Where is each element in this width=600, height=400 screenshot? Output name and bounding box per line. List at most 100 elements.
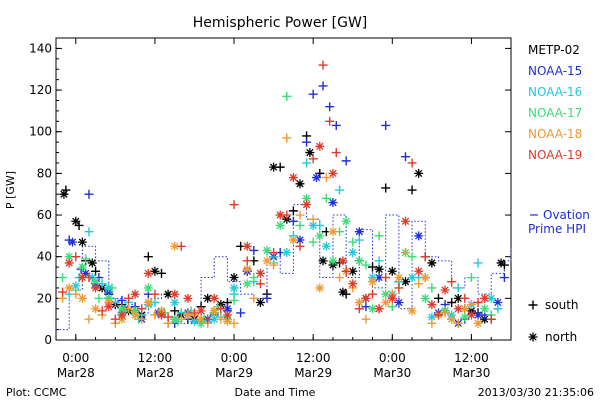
noaa-19-north-point — [255, 268, 265, 278]
metp-02-north-point — [150, 266, 160, 276]
noaa-17-north-point — [460, 312, 470, 322]
metp-02-north-point — [77, 237, 87, 247]
noaa-18-north-point — [447, 314, 457, 324]
metp-02-south-point — [91, 266, 101, 276]
noaa-19-north-point — [64, 258, 74, 268]
plot-timestamp: 2013/03/30 21:35:06 — [478, 386, 594, 399]
metp-02-north-point — [400, 277, 410, 287]
noaa-15-north-point — [311, 173, 321, 183]
x-tick-time-label: 0:00 — [62, 351, 89, 365]
metp-02-south-point — [381, 183, 391, 193]
noaa-17-north-point — [354, 256, 364, 266]
noaa-17-north-point — [302, 193, 312, 203]
metp-02-north-point — [87, 258, 97, 268]
noaa-19-south-point — [381, 273, 391, 283]
noaa-19-south-point — [331, 148, 341, 158]
noaa-16-south-point — [84, 227, 94, 237]
noaa-19-north-point — [440, 285, 450, 295]
noaa-19-north-point — [466, 310, 476, 320]
legend-label-metp-02: METP-02 — [528, 43, 580, 57]
noaa-19-south-point — [295, 241, 305, 251]
noaa-19-north-point — [275, 210, 285, 220]
y-tick-label: 140 — [29, 41, 52, 55]
noaa-18-south-point — [466, 300, 476, 310]
noaa-18-north-point — [183, 310, 193, 320]
noaa-19-north-point — [130, 289, 140, 299]
noaa-19-south-point — [354, 304, 364, 314]
noaa-16-south-point — [453, 283, 463, 293]
noaa-19-north-point — [414, 266, 424, 276]
metp-02-north-point — [348, 266, 358, 276]
noaa-16-south-point — [493, 304, 503, 314]
noaa-17-north-point — [64, 252, 74, 262]
noaa-15-north-point — [222, 304, 232, 314]
noaa-18-south-point — [335, 273, 345, 283]
noaa-18-south-point — [295, 210, 305, 220]
x-tick-time-label: 0:00 — [221, 351, 248, 365]
noaa-18-north-point — [242, 264, 252, 274]
noaa-16-south-point — [354, 235, 364, 245]
noaa-15-south-point — [318, 81, 328, 91]
legend-label-noaa-17: NOAA-17 — [528, 106, 582, 120]
noaa-19-north-point — [91, 283, 101, 293]
metp-02-south-point — [447, 298, 457, 308]
noaa-15-south-point — [400, 152, 410, 162]
noaa-18-south-point — [440, 308, 450, 318]
noaa-19-south-point — [473, 298, 483, 308]
noaa-19-south-point — [216, 304, 226, 314]
noaa-17-south-point — [348, 237, 358, 247]
metp-02-north-point — [496, 258, 506, 268]
noaa-19-north-point — [170, 289, 180, 299]
noaa-18-south-point — [308, 214, 318, 224]
noaa-19-south-point — [163, 312, 173, 322]
metp-02-north-point — [203, 293, 213, 303]
noaa-19-north-point — [242, 241, 252, 251]
noaa-19-north-point — [387, 293, 397, 303]
noaa-18-north-point — [381, 298, 391, 308]
noaa-19-south-point — [325, 116, 335, 126]
legend-label-noaa-15: NOAA-15 — [528, 64, 582, 78]
noaa-19-north-point — [348, 279, 358, 289]
noaa-19-south-point — [368, 289, 378, 299]
noaa-18-north-point — [262, 256, 272, 266]
noaa-18-south-point — [176, 314, 186, 324]
noaa-18-north-point — [170, 241, 180, 251]
noaa-15-north-point — [81, 268, 91, 278]
noaa-19-north-point — [338, 256, 348, 266]
noaa-15-north-point — [354, 227, 364, 237]
noaa-16-north-point — [209, 314, 219, 324]
noaa-18-south-point — [361, 314, 371, 324]
metp-02-north-point — [59, 189, 69, 199]
noaa-15-north-point — [473, 310, 483, 320]
legend: METP-02 NOAA-15 NOAA-16 NOAA-17 NOAA-18 NOAA-… — [528, 43, 590, 344]
metp-02-north-point — [453, 293, 463, 303]
noaa-17-south-point — [282, 91, 292, 101]
noaa-18-north-point — [328, 227, 338, 237]
noaa-16-south-point — [374, 256, 384, 266]
noaa-19-north-point — [143, 268, 153, 278]
noaa-17-south-point — [94, 293, 104, 303]
noaa-16-north-point — [229, 283, 239, 293]
noaa-18-south-point — [229, 318, 239, 328]
noaa-18-north-point — [77, 293, 87, 303]
noaa-15-south-point — [262, 293, 272, 303]
noaa-15-south-point — [117, 295, 127, 305]
metp-02-north-point — [255, 298, 265, 308]
noaa-17-north-point — [117, 304, 127, 314]
noaa-18-south-point — [427, 318, 437, 328]
x-tick-time-label: 0:00 — [379, 351, 406, 365]
noaa-17-south-point — [81, 254, 91, 264]
noaa-18-south-point — [282, 133, 292, 143]
noaa-15-south-point — [236, 308, 246, 318]
noaa-18-south-point — [124, 304, 134, 314]
y-tick-label: 120 — [29, 83, 52, 97]
noaa-19-north-point — [453, 304, 463, 314]
metp-02-south-point — [157, 268, 167, 278]
noaa-19-north-point — [157, 310, 167, 320]
metp-02-south-point — [407, 185, 417, 195]
noaa-18-south-point — [249, 293, 259, 303]
noaa-19-south-point — [255, 279, 265, 289]
noaa-19-south-point — [407, 158, 417, 168]
noaa-15-south-point — [361, 302, 371, 312]
noaa-17-south-point — [107, 283, 117, 293]
